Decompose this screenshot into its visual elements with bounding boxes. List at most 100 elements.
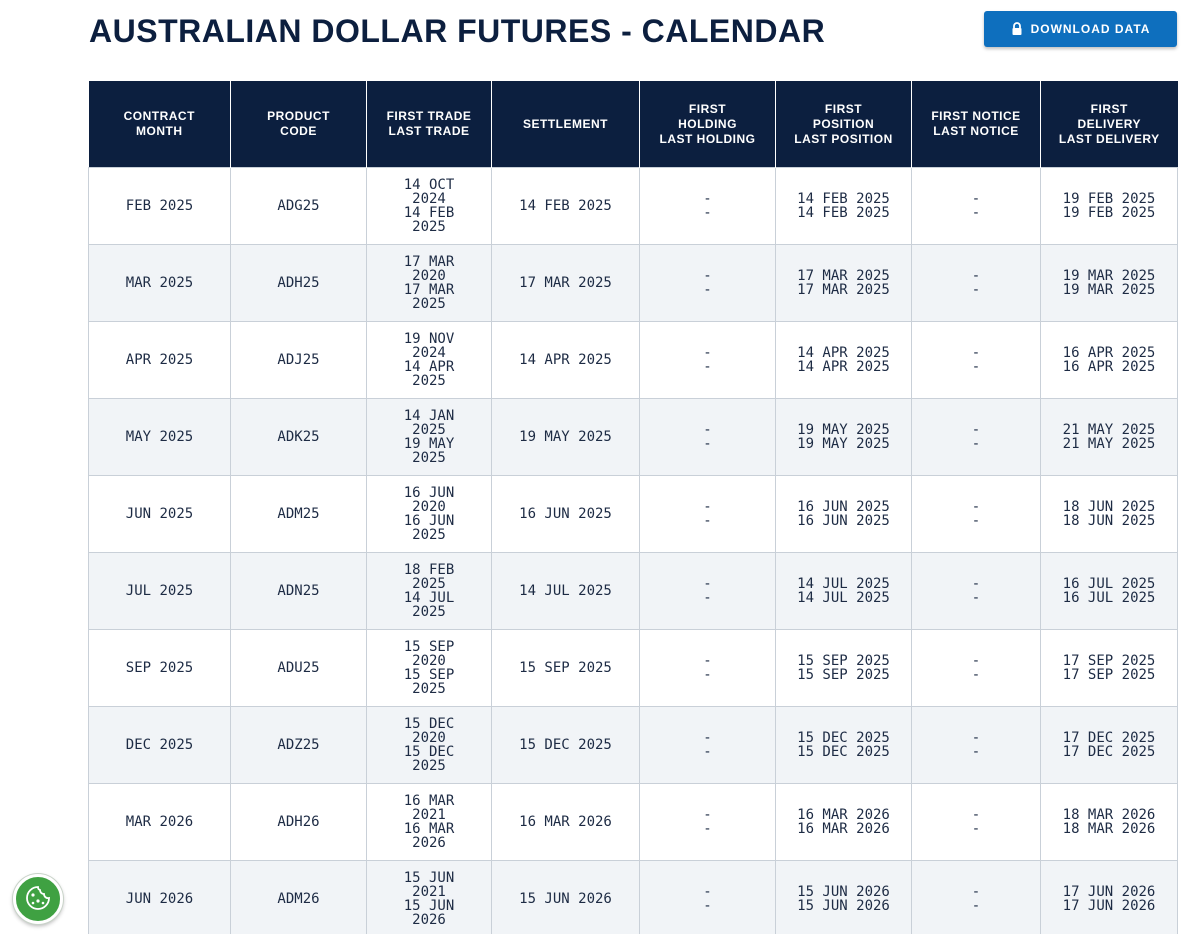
cell-first-last-trade: 15 SEP 2020 15 SEP 2025 [366, 629, 492, 707]
cell-first-last-trade-line: 2025 [412, 450, 446, 466]
cell-first-last-delivery-line: 17 DEC 2025 [1062, 730, 1156, 746]
cell-first-last-notice: -- [911, 398, 1041, 476]
cell-first-last-position: 15 DEC 2025 15 DEC 2025 [775, 706, 912, 784]
download-data-button[interactable]: DOWNLOAD DATA [984, 11, 1177, 47]
cell-first-last-trade-line: 2020 [412, 653, 446, 669]
cell-first-last-delivery-line: 17 JUN 2026 [1062, 898, 1156, 914]
cell-first-last-trade-line: 14 JAN [403, 408, 455, 424]
cell-first-last-trade-line: 17 MAR [403, 254, 455, 270]
cell-first-last-trade-line: 2021 [412, 807, 446, 823]
cell-first-last-delivery-line: 18 JUN 2025 [1062, 499, 1156, 515]
cell-contract-month: APR 2025 [88, 321, 231, 399]
header-settlement: SETTLEMENT [491, 81, 640, 168]
cell-first-last-delivery-line: 18 MAR 2026 [1062, 821, 1156, 837]
cell-first-last-notice-line: - [971, 191, 981, 207]
cell-first-last-delivery-line: 17 SEP 2025 [1062, 667, 1156, 683]
cell-first-last-delivery-line: 18 MAR 2026 [1062, 807, 1156, 823]
cell-first-last-trade: 17 MAR 2020 17 MAR 2025 [366, 244, 492, 322]
cell-first-last-trade: 16 JUN 2020 16 JUN 2025 [366, 475, 492, 553]
cell-first-last-notice: -- [911, 167, 1041, 245]
cell-product-code: ADG25 [230, 167, 367, 245]
header-first-last-position: FIRST POSITION LAST POSITION [775, 81, 912, 168]
cell-first-last-trade-line: 15 SEP [403, 667, 455, 683]
cell-first-last-delivery-line: 16 JUL 2025 [1062, 590, 1156, 606]
cell-first-last-trade-line: 2025 [412, 604, 446, 620]
cell-first-last-holding-line: - [703, 436, 712, 452]
cell-product-code: ADZ25 [230, 706, 367, 784]
cell-first-last-trade-line: 2024 [412, 345, 446, 361]
cell-first-last-holding: -- [639, 783, 776, 861]
cell-first-last-holding: -- [639, 629, 776, 707]
cell-first-last-notice-line: - [971, 576, 981, 592]
cell-first-last-position-line: 16 JUN 2025 [797, 513, 890, 529]
cell-first-last-trade-line: 16 JUN [403, 513, 455, 529]
table-row: MAR 2025 ADH25 17 MAR 2020 17 MAR 2025 17 MAR … [88, 244, 1178, 322]
cell-contract-month: SEP 2025 [88, 629, 231, 707]
header-contract-month: CONTRACT MONTH [88, 81, 231, 168]
cell-first-last-notice-line: - [971, 898, 981, 914]
cell-first-last-notice-line: - [971, 807, 981, 823]
cell-first-last-trade-line: 2021 [412, 884, 446, 900]
cell-first-last-holding-line: - [703, 282, 712, 298]
cell-first-last-trade: 19 NOV 2024 14 APR 2025 [366, 321, 492, 399]
cell-first-last-trade-line: 16 JUN [403, 485, 455, 501]
table-row: FEB 2025 ADG25 14 OCT 2024 14 FEB 2025 14 FEB … [88, 167, 1178, 245]
cell-first-last-notice-line: - [971, 653, 981, 669]
cell-first-last-trade-line: 16 MAR [403, 793, 455, 809]
cell-first-last-holding-line: - [703, 576, 712, 592]
cell-first-last-holding-line: - [703, 590, 712, 606]
cell-first-last-holding: -- [639, 321, 776, 399]
cell-first-last-position: 14 FEB 2025 14 FEB 2025 [775, 167, 912, 245]
cell-first-last-trade-line: 2026 [412, 835, 446, 851]
cell-first-last-position-line: 15 SEP 2025 [797, 653, 890, 669]
cell-contract-month: FEB 2025 [88, 167, 231, 245]
cell-first-last-delivery-line: 19 FEB 2025 [1062, 205, 1156, 221]
cell-settlement: 15 DEC 2025 [491, 706, 640, 784]
cell-first-last-position: 14 APR 2025 14 APR 2025 [775, 321, 912, 399]
cell-first-last-position-line: 16 MAR 2026 [797, 821, 890, 837]
cell-first-last-position: 17 MAR 2025 17 MAR 2025 [775, 244, 912, 322]
cell-contract-month: DEC 2025 [88, 706, 231, 784]
cookie-icon [24, 884, 52, 915]
cell-settlement: 16 MAR 2026 [491, 783, 640, 861]
cell-first-last-delivery: 19 MAR 2025 19 MAR 2025 [1040, 244, 1178, 322]
cell-first-last-notice-line: - [971, 730, 981, 746]
cell-first-last-holding-line: - [703, 268, 712, 284]
cell-first-last-position-line: 14 JUL 2025 [797, 576, 890, 592]
cell-first-last-trade-line: 14 JUL [403, 590, 455, 606]
cell-first-last-notice: -- [911, 244, 1041, 322]
cell-first-last-trade-line: 15 DEC [403, 744, 455, 760]
cell-first-last-notice: -- [911, 552, 1041, 630]
cell-first-last-delivery: 17 SEP 2025 17 SEP 2025 [1040, 629, 1178, 707]
cell-settlement: 16 JUN 2025 [491, 475, 640, 553]
cell-first-last-position-line: 14 FEB 2025 [797, 191, 890, 207]
cell-first-last-trade-line: 14 OCT [403, 177, 455, 193]
cell-product-code: ADK25 [230, 398, 367, 476]
cell-first-last-holding: -- [639, 552, 776, 630]
cell-first-last-delivery: 21 MAY 2025 21 MAY 2025 [1040, 398, 1178, 476]
cell-first-last-holding-line: - [703, 744, 712, 760]
cell-first-last-trade-line: 15 JUN [403, 870, 455, 886]
cell-first-last-trade-line: 2025 [412, 373, 446, 389]
cookie-settings-button[interactable] [13, 874, 63, 924]
cell-first-last-notice-line: - [971, 282, 981, 298]
cell-first-last-delivery-line: 19 MAR 2025 [1062, 268, 1156, 284]
cell-first-last-trade-line: 2025 [412, 681, 446, 697]
cell-first-last-delivery: 18 JUN 2025 18 JUN 2025 [1040, 475, 1178, 553]
cell-first-last-trade-line: 14 FEB [403, 205, 455, 221]
cell-first-last-trade-line: 2025 [412, 576, 446, 592]
cell-first-last-delivery-line: 17 DEC 2025 [1062, 744, 1156, 760]
cell-first-last-trade-line: 2025 [412, 296, 446, 312]
cell-first-last-notice-line: - [971, 359, 981, 375]
cell-first-last-trade-line: 16 MAR [403, 821, 455, 837]
cell-settlement: 14 APR 2025 [491, 321, 640, 399]
cell-first-last-delivery-line: 19 FEB 2025 [1062, 191, 1156, 207]
cell-first-last-holding-line: - [703, 730, 712, 746]
cell-first-last-trade: 15 JUN 2021 15 JUN 2026 [366, 860, 492, 934]
cell-contract-month: MAR 2025 [88, 244, 231, 322]
cell-first-last-delivery-line: 16 JUL 2025 [1062, 576, 1156, 592]
cell-first-last-notice-line: - [971, 667, 981, 683]
table-row: DEC 2025 ADZ25 15 DEC 2020 15 DEC 2025 15 DEC … [88, 706, 1178, 784]
cell-first-last-trade-line: 2026 [412, 912, 446, 928]
cell-first-last-holding-line: - [703, 667, 712, 683]
